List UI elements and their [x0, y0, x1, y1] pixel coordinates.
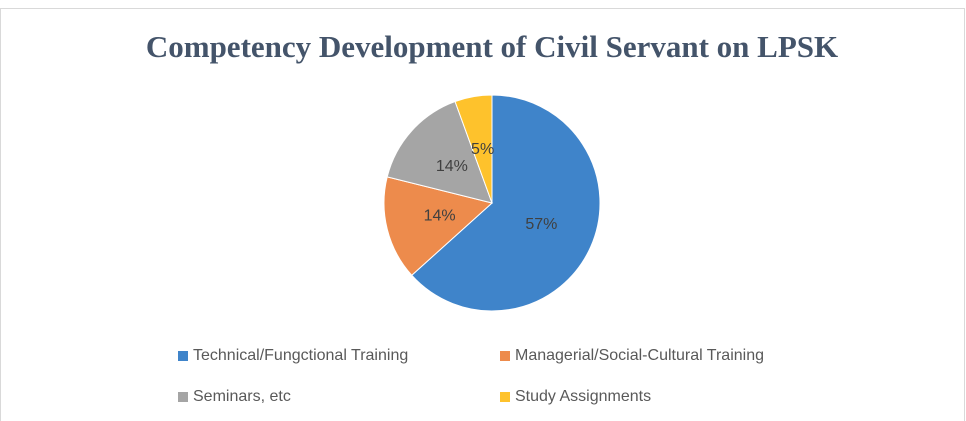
legend-label: Technical/Fungctional Training: [193, 347, 408, 364]
pie-slice: [383, 176, 494, 276]
legend-swatch: [178, 392, 188, 402]
legend-label: Seminars, etc: [193, 388, 291, 405]
data-label: 57%: [525, 216, 557, 233]
data-label: 14%: [424, 207, 456, 224]
legend-label: Study Assignments: [515, 388, 651, 405]
legend-swatch: [500, 351, 510, 361]
legend-label: Managerial/Social-Cultural Training: [515, 347, 764, 364]
legend-swatch: [178, 351, 188, 361]
chart-title: Competency Development of Civil Servant …: [146, 29, 838, 64]
legend-swatch: [500, 392, 510, 402]
data-label: 14%: [436, 158, 468, 175]
pie-slice: [411, 94, 601, 312]
pie-slice: [386, 100, 493, 204]
pie-slice: [454, 94, 493, 204]
data-label: 5%: [471, 141, 494, 158]
